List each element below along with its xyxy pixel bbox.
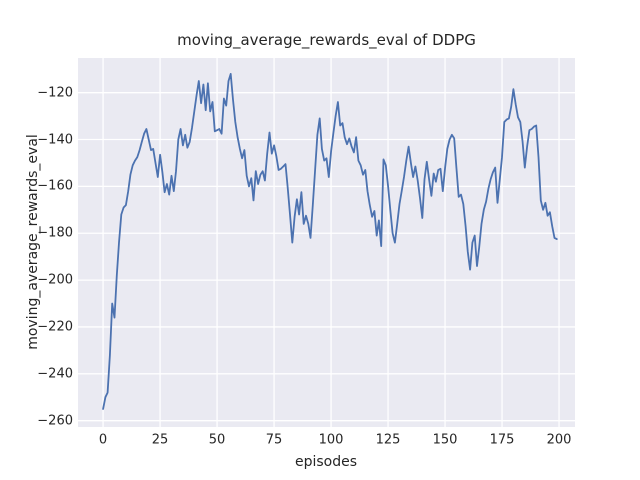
reward-line-series [102, 73, 558, 410]
y-axis-label: moving_average_rewards_eval [25, 134, 41, 350]
x-tick-label: 25 [151, 432, 169, 448]
x-tick-label: 75 [265, 432, 283, 448]
y-tick-label: −260 [37, 413, 73, 429]
x-tick-label: 200 [546, 432, 572, 448]
x-tick-label: 175 [489, 432, 515, 448]
x-tick-label: 150 [432, 432, 458, 448]
y-tick-label: −120 [37, 85, 73, 101]
x-axis-label: episodes [294, 454, 358, 470]
x-tick-label: 100 [318, 432, 344, 448]
y-tick-label: −140 [37, 132, 73, 148]
x-tick-label: 0 [98, 432, 108, 448]
y-tick-label: −160 [37, 178, 73, 194]
y-tick-label: −240 [37, 366, 73, 382]
plot-background [78, 58, 575, 427]
x-tick-label: 50 [208, 432, 226, 448]
grid-lines [78, 58, 575, 427]
x-tick-label: 125 [375, 432, 401, 448]
y-tick-label: −200 [37, 272, 73, 288]
y-tick-label: −180 [37, 225, 73, 241]
chart-title: moving_average_rewards_eval of DDPG [177, 31, 476, 49]
y-tick-label: −220 [37, 319, 73, 335]
